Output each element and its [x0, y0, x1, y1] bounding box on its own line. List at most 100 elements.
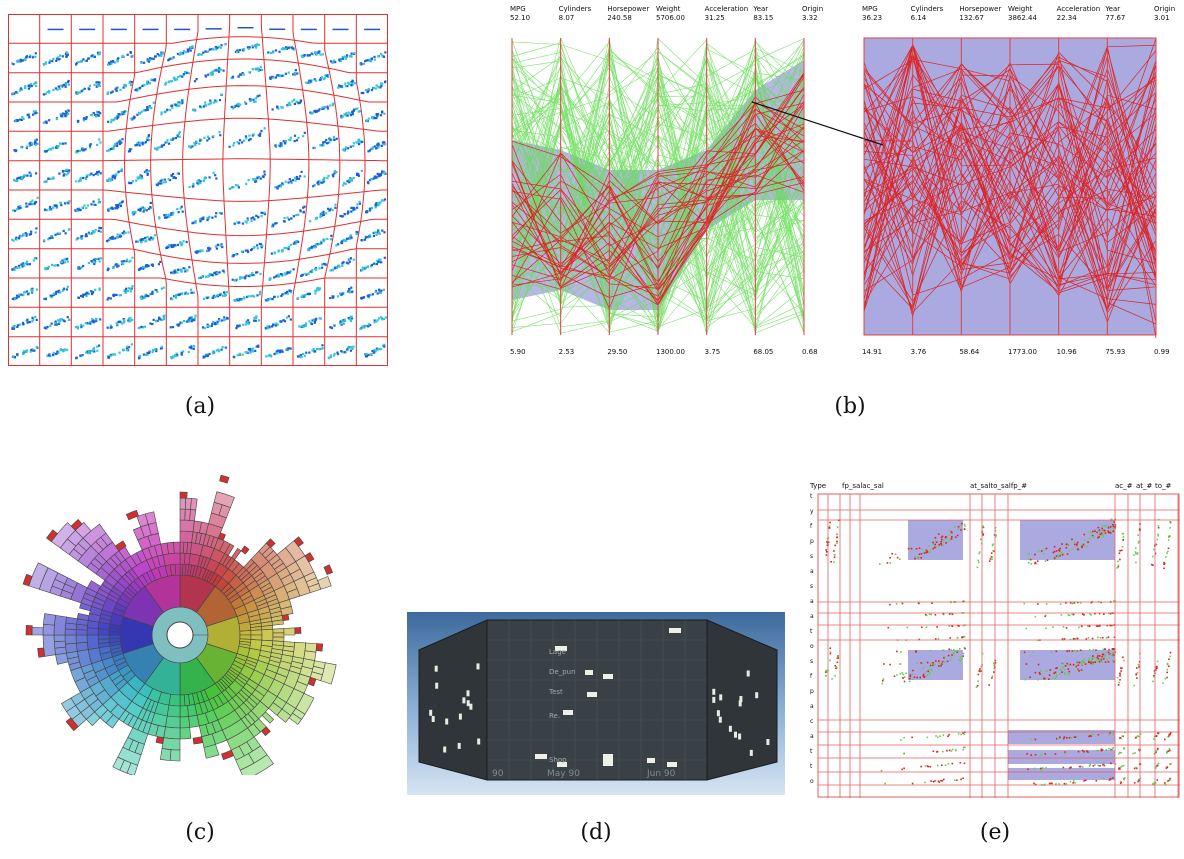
data-point	[1090, 662, 1092, 665]
data-point	[956, 636, 959, 639]
axis-title: Origin	[1154, 5, 1175, 13]
data-point	[922, 675, 925, 677]
selection-band	[1008, 730, 1115, 744]
data-point	[1059, 737, 1061, 739]
data-point	[1044, 783, 1046, 786]
data-point	[1069, 663, 1072, 666]
data-point	[1136, 552, 1139, 554]
data-point	[1166, 676, 1168, 679]
data-point	[976, 685, 979, 687]
sunburst-node	[166, 541, 175, 555]
axis-title: MPG	[510, 5, 526, 13]
sunburst-highlight	[179, 491, 188, 499]
data-point	[1085, 545, 1088, 547]
data-point	[1155, 543, 1158, 546]
sunburst-highlight	[114, 540, 127, 552]
data-point	[963, 528, 966, 530]
data-point	[981, 652, 984, 655]
data-point	[951, 748, 954, 751]
data-point	[1110, 748, 1112, 751]
data-point	[1084, 539, 1086, 541]
axis-top-value: 77.67	[1105, 14, 1125, 22]
row-letter: t	[810, 493, 813, 500]
data-point	[942, 649, 944, 652]
data-point	[1099, 531, 1102, 533]
event-block	[738, 700, 742, 707]
data-point	[1046, 559, 1049, 561]
axis-top-value: 132.67	[959, 14, 984, 22]
data-point	[1081, 661, 1083, 664]
data-point	[926, 551, 929, 553]
data-point	[1139, 733, 1142, 735]
sunburst-node	[179, 508, 186, 521]
data-point	[830, 561, 832, 563]
sunburst-node	[112, 756, 125, 771]
data-point	[1078, 670, 1080, 672]
data-point	[1150, 563, 1153, 566]
axis-bottom-value: 58.64	[959, 348, 980, 356]
data-point	[1065, 547, 1068, 549]
data-point	[1138, 666, 1140, 668]
row-label-3: Re.	[549, 712, 560, 720]
data-point	[921, 548, 924, 550]
data-point	[950, 625, 953, 627]
sunburst-node	[75, 641, 89, 652]
data-point	[1152, 564, 1154, 566]
sunburst-node	[162, 552, 181, 566]
data-point	[948, 749, 951, 752]
sunburst-node	[292, 641, 307, 659]
data-point	[940, 665, 942, 667]
data-point	[922, 667, 924, 669]
data-point	[1097, 659, 1100, 661]
data-point	[918, 553, 921, 555]
data-point	[1062, 737, 1065, 740]
data-point	[1088, 735, 1091, 737]
data-point	[1153, 674, 1155, 677]
data-point	[1043, 677, 1045, 680]
data-point	[901, 768, 903, 771]
data-point	[1043, 553, 1045, 555]
data-point	[1088, 657, 1090, 659]
caption-e: (e)	[979, 820, 1011, 845]
event-block	[766, 739, 770, 745]
data-point	[1155, 669, 1157, 671]
data-point	[1095, 780, 1098, 782]
data-point	[1120, 781, 1122, 783]
focus-frame	[863, 37, 1157, 336]
data-point	[940, 536, 943, 539]
data-point	[1053, 550, 1056, 553]
data-point	[1034, 738, 1037, 741]
data-point	[1091, 637, 1094, 640]
data-point	[1155, 735, 1158, 737]
data-point	[1081, 545, 1083, 548]
data-point	[825, 549, 827, 551]
data-point	[1064, 751, 1066, 753]
sunburst-highlight	[293, 536, 304, 547]
sunburst-node	[213, 491, 235, 509]
axis-bottom-value: 5.90	[510, 348, 526, 356]
data-point	[958, 625, 960, 627]
data-point	[1157, 527, 1160, 529]
data-point	[1076, 669, 1079, 671]
data-point	[1168, 658, 1170, 660]
data-point	[948, 540, 950, 542]
data-point	[993, 663, 996, 666]
data-point	[1065, 543, 1068, 546]
data-point	[1156, 748, 1159, 751]
data-point	[1098, 612, 1101, 615]
row-letter: a	[810, 703, 814, 710]
data-point	[932, 662, 934, 664]
data-point	[1154, 666, 1157, 668]
sunburst-node	[179, 530, 194, 544]
data-point	[929, 664, 932, 667]
data-point	[1088, 649, 1091, 651]
event-block	[734, 731, 737, 738]
row-letter: t	[810, 763, 813, 770]
sunburst-highlight	[219, 474, 230, 484]
event-block	[669, 628, 681, 633]
data-point	[980, 666, 983, 668]
data-point	[937, 780, 940, 783]
data-point	[1045, 627, 1047, 630]
data-point	[1048, 678, 1050, 680]
sunburst-highlight	[25, 625, 33, 636]
